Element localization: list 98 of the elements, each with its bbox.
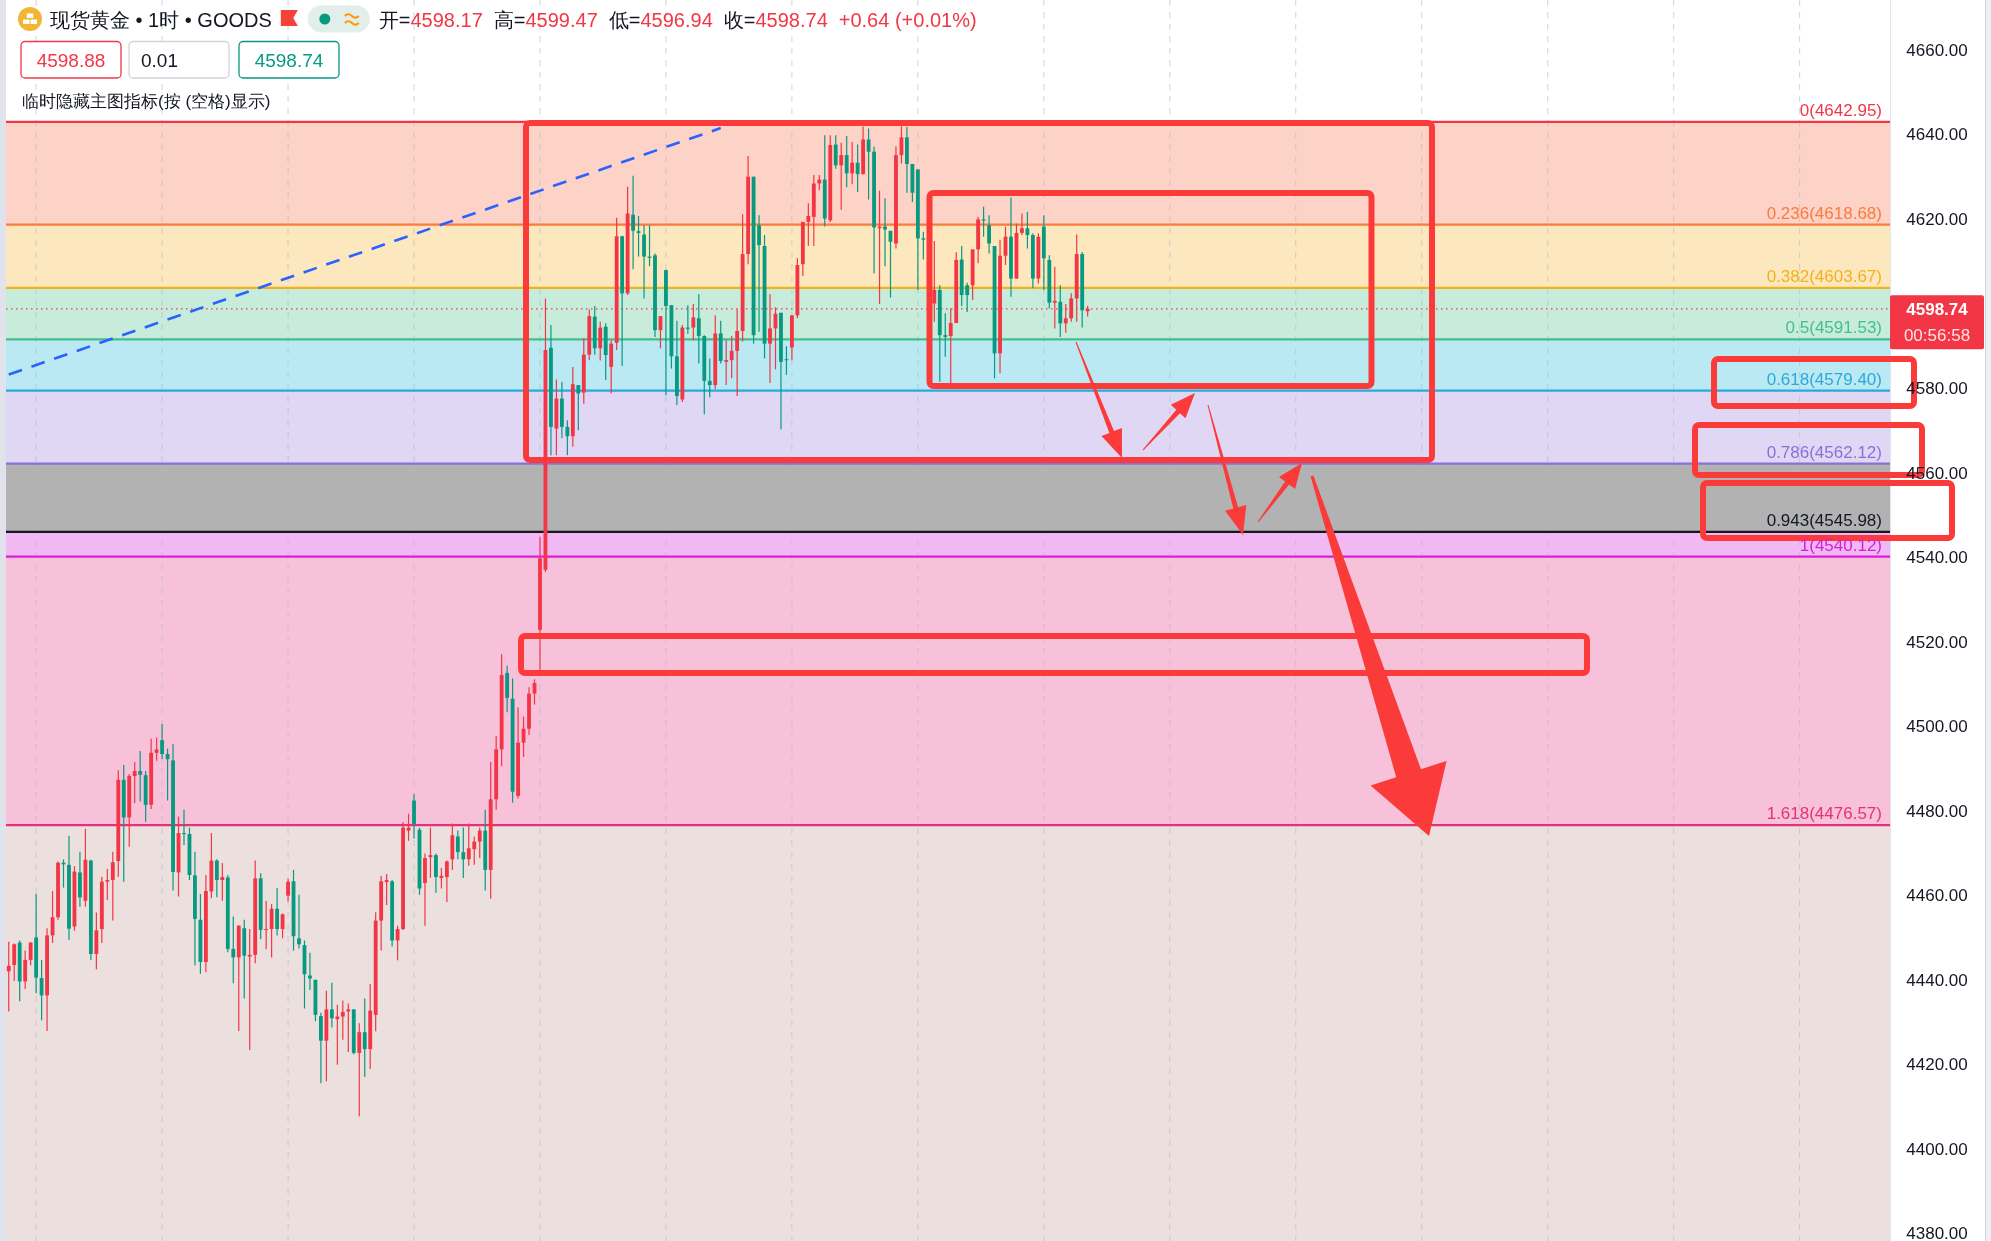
y-tick-label: 4480.00 <box>1906 801 1968 821</box>
y-tick-label: 4620.00 <box>1906 209 1968 229</box>
candlestick <box>921 231 926 261</box>
ref-line-label: 0.382(4603.67) <box>1766 266 1882 286</box>
candlestick <box>28 941 33 967</box>
y-tick-label: 4420.00 <box>1906 1055 1968 1075</box>
annotation: 高=4599.47 <box>493 9 598 31</box>
candlestick <box>346 1002 351 1053</box>
candlestick <box>357 1022 362 1117</box>
candlestick <box>943 312 948 358</box>
candlestick <box>308 952 312 991</box>
candlestick <box>461 827 466 879</box>
candlestick <box>220 862 225 902</box>
candlestick <box>1020 212 1024 236</box>
candlestick <box>214 858 219 898</box>
ref-line-label: 1.618(4476.57) <box>1766 804 1882 824</box>
candlestick <box>576 384 581 431</box>
candlestick <box>565 419 570 456</box>
candlestick <box>477 827 482 859</box>
y-tick-label: 4460.00 <box>1906 886 1968 906</box>
ref-line-label: 0.5(4591.53) <box>1785 318 1882 338</box>
candlestick <box>269 903 274 958</box>
candlestick <box>806 202 811 247</box>
candlestick <box>455 829 460 860</box>
candlestick <box>839 142 844 211</box>
candlestick <box>110 851 115 922</box>
y-tick-label: 4520.00 <box>1906 632 1968 652</box>
candlestick <box>1058 284 1063 338</box>
candlestick <box>642 224 646 300</box>
ref-line-label: 1(4540.12) <box>1799 535 1882 555</box>
ref-line-label: 0.786(4562.12) <box>1766 442 1882 462</box>
candlestick <box>866 127 871 201</box>
candlestick <box>434 852 438 894</box>
candlestick <box>39 959 44 1021</box>
candlestick <box>1025 211 1030 250</box>
candlestick <box>384 873 389 906</box>
text: 临时隐藏主图指标(按 (空格)显示) <box>22 92 271 111</box>
annotation: 低=4596.94 <box>608 9 713 31</box>
ref-line-label: 0.236(4618.68) <box>1766 203 1882 223</box>
candlestick <box>609 339 614 395</box>
annotation: 0.01 <box>141 50 178 71</box>
candlestick <box>981 206 986 238</box>
candlestick <box>23 950 28 990</box>
y-tick-label: 4500.00 <box>1906 717 1968 737</box>
candlestick <box>182 809 186 846</box>
candlestick <box>6 941 11 1013</box>
candlestick <box>138 750 143 803</box>
candlestick <box>105 868 110 901</box>
candlestick <box>275 887 280 936</box>
candlestick <box>12 942 17 982</box>
candlestick <box>439 867 444 890</box>
candlestick <box>412 793 416 840</box>
candlestick <box>340 999 345 1041</box>
y-tick-label: 4640.00 <box>1906 125 1968 145</box>
annotation: 4598.74 <box>254 50 324 71</box>
candlestick <box>636 215 641 258</box>
candlestick <box>631 175 635 270</box>
candlestick <box>297 894 301 950</box>
candlestick <box>729 335 734 379</box>
candlestick <box>231 915 236 984</box>
annotation: 开=4598.17 <box>378 9 483 31</box>
y-tick-label: 4380.00 <box>1906 1224 1968 1241</box>
y-tick-label: 4400.00 <box>1906 1139 1968 1159</box>
chart-title: 现货黄金 • 1时 • GOODS <box>50 9 272 31</box>
candlestick <box>160 723 164 760</box>
annotation: 4598.88 <box>36 50 106 71</box>
candlestick <box>707 357 712 398</box>
candlestick <box>987 214 991 255</box>
candlestick <box>724 339 729 386</box>
annotation: 收=4598.74 <box>723 9 828 31</box>
candlestick <box>286 878 290 903</box>
text: 00:56:58 <box>1903 325 1971 345</box>
ref-line-label: 4598.74 <box>1906 299 1969 319</box>
candlestick <box>598 321 603 362</box>
candlestick <box>444 859 449 903</box>
candlestick <box>696 293 701 365</box>
candlestick <box>757 214 761 333</box>
ref-line-label: 0(4642.95) <box>1799 100 1882 120</box>
y-tick-label: 4440.00 <box>1906 970 1968 990</box>
candlestick <box>132 761 137 804</box>
candlestick <box>329 982 334 1029</box>
candlestick <box>264 900 269 950</box>
candlestick <box>850 141 855 185</box>
candlestick <box>395 925 400 961</box>
candlestick <box>883 197 887 267</box>
candlestick <box>154 736 159 762</box>
candlestick <box>362 997 367 1078</box>
candlestick <box>94 911 99 970</box>
candlestick <box>948 307 953 384</box>
ref-line-label: 0.943(4545.98) <box>1766 510 1882 530</box>
y-tick-label: 4540.00 <box>1906 548 1968 568</box>
y-tick-label: 4660.00 <box>1906 40 1968 60</box>
annotation: +0.64 (+0.01%) <box>838 9 977 31</box>
candlestick <box>247 928 252 1051</box>
candlestick <box>844 135 849 188</box>
candlestick <box>855 143 860 193</box>
candlestick <box>833 134 838 170</box>
ref-line-label: 0.618(4579.40) <box>1766 369 1882 389</box>
